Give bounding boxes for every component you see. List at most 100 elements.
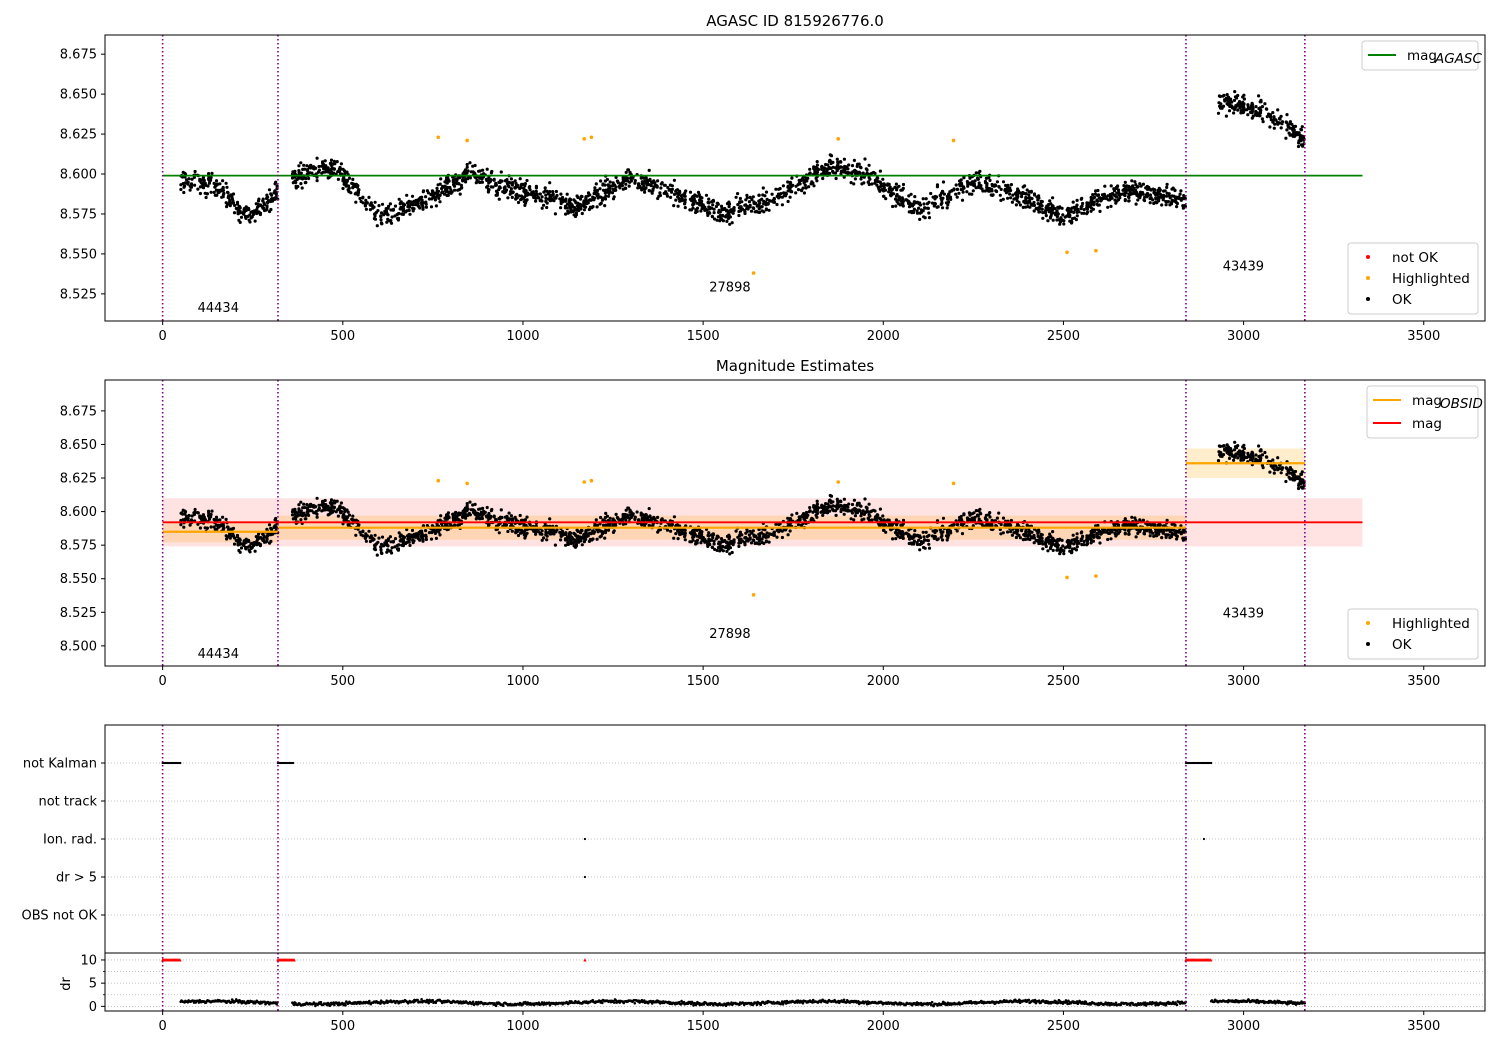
data-point-ok — [459, 183, 463, 187]
data-point-ok — [210, 171, 214, 175]
data-point-ok — [463, 511, 467, 515]
data-point-ok — [751, 195, 755, 199]
data-point-ok — [253, 549, 257, 553]
data-point-ok — [224, 201, 228, 205]
data-point-ok — [1288, 122, 1292, 126]
data-point-ok — [299, 161, 303, 165]
data-point-ok — [379, 551, 383, 555]
data-point-ok — [254, 202, 258, 206]
data-point-ok — [716, 215, 721, 219]
data-point-ok — [1060, 538, 1064, 543]
data-point-ok — [621, 512, 625, 517]
data-point-ok — [1098, 541, 1102, 545]
data-point-ok — [436, 189, 441, 193]
data-point-ok — [528, 185, 532, 189]
data-point-ok — [1134, 183, 1138, 187]
data-point-ok — [401, 212, 405, 216]
data-point-ok — [788, 181, 793, 185]
data-point-ok — [1006, 183, 1010, 187]
data-point-ok — [918, 548, 922, 552]
data-point-ok — [379, 548, 383, 552]
data-point-ok — [1111, 192, 1115, 196]
data-point-ok — [1053, 207, 1057, 211]
data-point-ok — [354, 533, 358, 537]
data-point-ok — [388, 535, 392, 539]
data-point-ok — [835, 157, 839, 161]
data-point-ok — [413, 203, 417, 207]
data-point-ok — [1116, 531, 1121, 535]
data-point-ok — [1067, 542, 1071, 547]
data-point-ok — [812, 184, 816, 188]
data-point-ok — [786, 180, 790, 184]
data-point-ok — [829, 505, 833, 509]
data-point-ok — [469, 508, 473, 512]
data-point-ok — [629, 510, 633, 514]
data-point-ok — [680, 530, 684, 534]
data-point-ok — [703, 208, 707, 212]
data-point-ok — [966, 184, 970, 188]
data-point-ok — [1123, 531, 1127, 535]
data-point-ok — [726, 216, 731, 221]
data-point-ok — [1056, 205, 1060, 209]
data-point-ok — [1028, 537, 1032, 542]
data-point-ok — [835, 164, 840, 168]
data-point-ok — [1217, 101, 1221, 105]
data-point-ok — [1039, 536, 1044, 540]
data-point-ok — [995, 189, 999, 194]
data-point-ok — [528, 188, 532, 192]
data-point-ok — [1165, 518, 1169, 522]
data-point-ok — [411, 206, 415, 210]
data-point-ok — [915, 209, 919, 213]
data-point-ok — [749, 541, 754, 545]
data-point-ok — [808, 167, 812, 171]
data-point-ok — [364, 539, 368, 543]
data-point-ok — [955, 195, 959, 199]
data-point-ok — [1276, 108, 1280, 112]
data-point-ok — [970, 180, 974, 184]
data-point-ok — [990, 182, 994, 187]
data-point-ok — [248, 220, 252, 224]
data-point-ok — [376, 209, 380, 213]
data-point-ok — [506, 518, 510, 522]
data-point-ok — [788, 195, 792, 199]
data-point-ok — [232, 542, 237, 546]
data-point-ok — [462, 170, 466, 174]
data-point-ok — [1154, 201, 1158, 205]
data-point-ok — [499, 508, 503, 512]
data-point-ok — [569, 536, 573, 541]
data-point-ok — [1047, 210, 1051, 214]
data-point-ok — [1123, 517, 1127, 521]
data-point-ok — [1071, 533, 1075, 537]
data-point-ok — [397, 211, 401, 216]
data-point-ok — [743, 211, 747, 216]
data-point-ok — [244, 546, 248, 550]
data-point-ok — [566, 542, 570, 547]
data-point-ok — [918, 536, 923, 540]
data-point-ok — [1225, 102, 1229, 106]
data-point-ok — [626, 168, 631, 172]
data-point-ok — [611, 197, 616, 201]
data-point-ok — [371, 538, 375, 542]
data-point-ok — [1123, 193, 1127, 198]
data-point-ok — [506, 196, 510, 200]
data-point-ok — [382, 213, 386, 217]
data-point-ok — [199, 515, 203, 520]
data-point-ok — [375, 224, 379, 228]
data-point-ok — [880, 188, 884, 192]
data-point-ok — [1001, 197, 1005, 201]
data-point-ok — [800, 178, 804, 182]
data-point-ok — [375, 553, 379, 557]
data-point-ok — [856, 162, 860, 166]
data-point-ok — [1142, 532, 1147, 536]
data-point-ok — [1085, 201, 1089, 205]
data-point-ok — [694, 540, 698, 544]
data-point-ok — [1021, 205, 1025, 209]
data-point-ok — [256, 199, 261, 203]
data-point-ok — [961, 190, 965, 194]
data-point-ok — [429, 537, 434, 541]
data-point-ok — [1099, 199, 1103, 203]
data-point-ok — [351, 177, 355, 181]
data-point-ok — [666, 185, 670, 190]
data-point-ok — [896, 198, 901, 202]
data-point-ok — [1106, 194, 1110, 198]
